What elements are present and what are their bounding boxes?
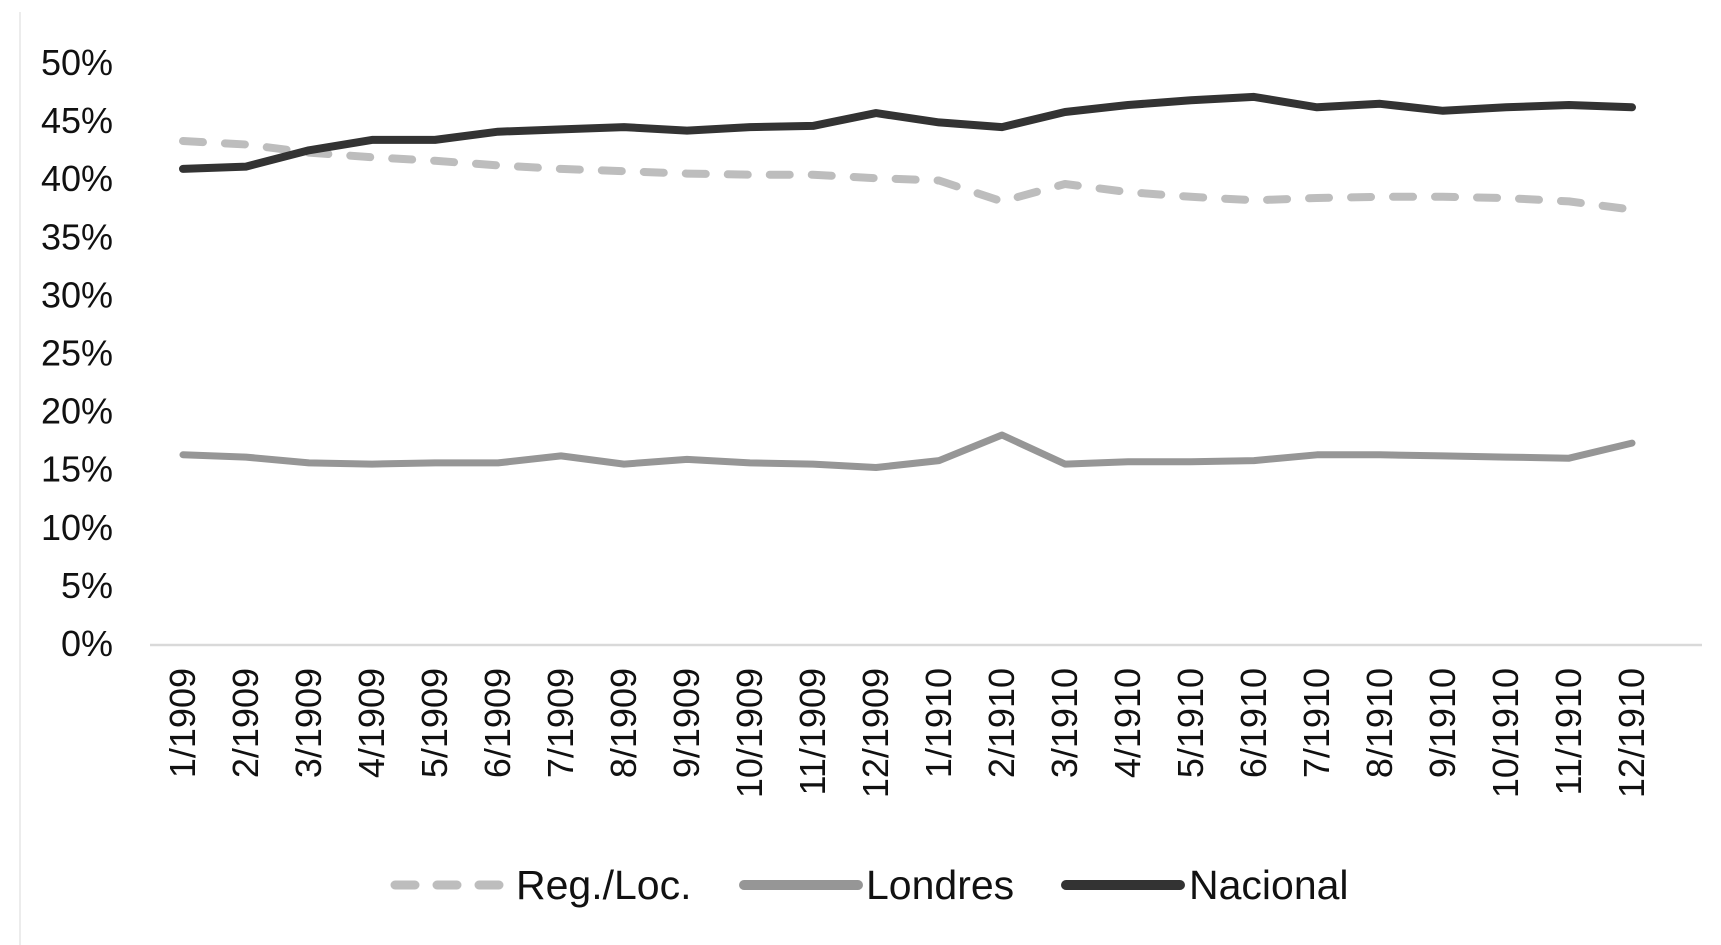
y-axis-tick-label: 0% — [61, 623, 113, 664]
x-axis-tick-label: 6/1909 — [477, 668, 518, 778]
x-axis-tick-label: 12/1910 — [1611, 668, 1652, 798]
legend-label-reg-loc: Reg./Loc. — [516, 862, 692, 908]
x-axis-tick-label: 4/1909 — [351, 668, 392, 778]
y-axis-tick-label: 5% — [61, 565, 113, 606]
x-axis-tick-label: 11/1909 — [792, 668, 833, 795]
series-line-londres — [179, 431, 1636, 471]
x-axis-tick-label: 4/1910 — [1107, 668, 1148, 778]
x-axis-tick-label: 2/1909 — [225, 668, 266, 778]
y-axis-tick-label: 45% — [41, 100, 113, 141]
x-axis-tick-label: 12/1909 — [855, 668, 896, 798]
x-axis-tick-label: 7/1910 — [1296, 668, 1337, 778]
y-axis-tick-label: 20% — [41, 391, 113, 432]
x-axis-tick-label: 5/1910 — [1170, 668, 1211, 778]
x-axis-tick-label: 5/1909 — [414, 668, 455, 778]
x-axis-tick-label: 3/1910 — [1044, 668, 1085, 778]
y-axis-tick-label: 30% — [41, 274, 113, 315]
x-axis-tick-label: 6/1910 — [1233, 668, 1274, 778]
y-axis-tick-label: 35% — [41, 216, 113, 257]
x-axis-tick-label: 10/1909 — [729, 668, 770, 798]
legend-label-londres: Londres — [866, 862, 1014, 908]
x-axis-tick-label: 9/1909 — [666, 668, 707, 778]
y-axis-tick-label: 10% — [41, 507, 113, 548]
x-axis-tick-label: 2/1910 — [981, 668, 1022, 778]
x-axis-tick-label: 1/1909 — [162, 668, 203, 778]
y-axis-tick-label: 15% — [41, 449, 113, 490]
x-axis-tick-label: 9/1910 — [1422, 668, 1463, 778]
series-line-reg-loc — [179, 137, 1636, 214]
series-line-nacional — [179, 92, 1636, 173]
x-axis-tick-label: 1/1910 — [918, 668, 959, 778]
x-axis-tick-label: 3/1909 — [288, 668, 329, 778]
x-axis-tick-label: 10/1910 — [1485, 668, 1526, 798]
y-axis-tick-label: 40% — [41, 158, 113, 199]
x-axis-tick-label: 8/1909 — [603, 668, 644, 778]
y-axis-tick-label: 25% — [41, 333, 113, 374]
x-axis-tick-label: 7/1909 — [540, 668, 581, 778]
y-axis-tick-label: 50% — [41, 42, 113, 83]
x-axis-tick-label: 11/1910 — [1548, 668, 1589, 795]
x-axis-tick-label: 8/1910 — [1359, 668, 1400, 778]
legend-label-nacional: Nacional — [1189, 862, 1349, 908]
